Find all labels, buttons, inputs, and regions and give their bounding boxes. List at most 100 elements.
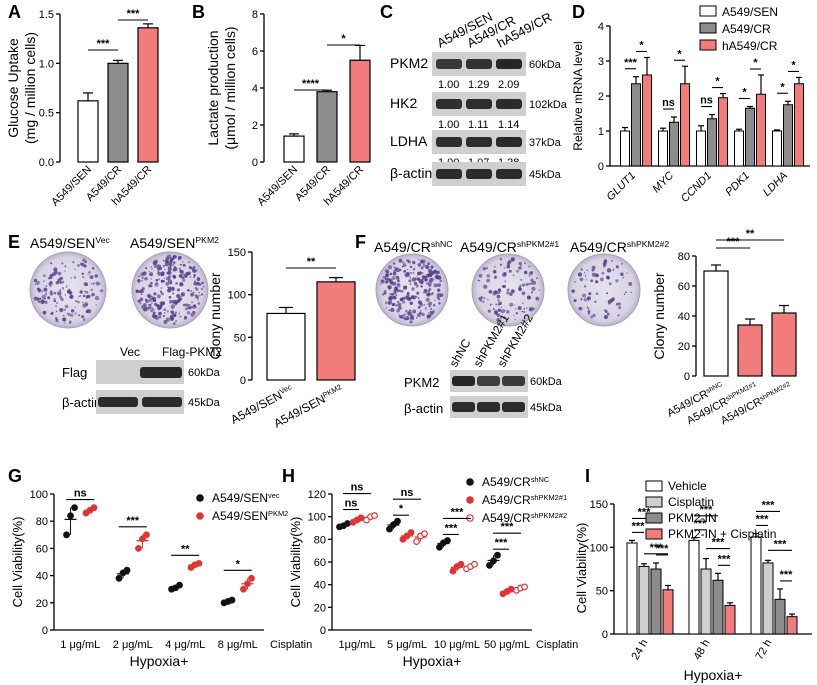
colony-dot <box>148 298 153 303</box>
colony-dot <box>528 307 533 312</box>
colony-dot <box>85 310 89 314</box>
significance-label: ns <box>662 97 675 109</box>
significance-label: *** <box>700 504 714 516</box>
colony-dot <box>162 264 165 268</box>
significance-label: ns <box>345 498 358 510</box>
colony-dot <box>165 281 170 286</box>
colony-dot <box>161 301 166 306</box>
blot-E-kda: 45kDa <box>188 397 221 409</box>
colony-dot <box>145 299 149 304</box>
colony-dot <box>55 305 57 307</box>
panel-E: A549/SENVec A549/SENPKM2 Vec Flag-PKM2 Flag 6… <box>29 235 222 414</box>
colony-dot <box>431 271 435 275</box>
chart-H-point <box>394 517 401 525</box>
colony-dot <box>84 260 88 264</box>
significance-label: ** <box>181 543 190 555</box>
chart-H-point <box>457 560 465 568</box>
colony-dot <box>409 283 412 285</box>
chart-I-x-tick-label: 48 h <box>691 638 712 663</box>
panel-letter-H: H <box>282 466 295 486</box>
colony-dot <box>391 303 395 307</box>
colony-dot <box>202 285 205 288</box>
chart-G-legend-label: A549/SENvec <box>212 491 280 506</box>
colony-dot <box>525 283 529 286</box>
colony-dot <box>437 276 442 280</box>
colony-dot <box>499 258 503 261</box>
colony-dot <box>398 314 401 317</box>
chart-D-legend-label: A549/CR <box>722 22 771 36</box>
colony-dot <box>426 278 429 281</box>
colony-dot <box>199 294 201 296</box>
chart-G-x-tick-label: 8 μg/mL <box>218 639 258 651</box>
colony-dot <box>44 300 48 304</box>
colony-dot <box>409 276 412 279</box>
y-axis-label: (μmol / million cells) <box>222 26 238 149</box>
colony-dot <box>514 318 516 321</box>
colony-dot <box>413 281 418 286</box>
colony-dot <box>189 276 192 278</box>
colony-dot <box>179 282 184 287</box>
colony-dot <box>426 292 431 297</box>
chart-I-y-tick-label: 50 <box>596 586 608 598</box>
colony-dot <box>173 266 178 272</box>
colony-dot <box>494 313 496 316</box>
colony-dot <box>407 311 410 313</box>
colony-dot <box>601 271 605 275</box>
colony-dot <box>171 286 175 291</box>
colony-dot <box>531 286 536 291</box>
colony-dot <box>571 289 575 293</box>
chart-E-y-tick-label: 50 <box>234 332 246 344</box>
colony-dot <box>404 273 407 276</box>
panel-letter-D: D <box>572 2 585 22</box>
colony-dot <box>526 307 528 309</box>
panel-letter-C: C <box>380 2 393 22</box>
colony-dot <box>521 302 524 305</box>
colony-dot <box>169 316 175 321</box>
colony-dot <box>148 303 150 306</box>
colony-dot <box>81 315 85 319</box>
colony-dot <box>615 265 619 269</box>
colony-dot <box>166 310 169 313</box>
colony-dot <box>603 314 608 320</box>
blot-C-quant-value: 1.00 <box>438 79 459 91</box>
blot-F-row-label: PKM2 <box>404 375 439 390</box>
colony-dot <box>587 310 591 314</box>
panel-letter-A: A <box>8 2 21 22</box>
colony-dot <box>167 270 171 274</box>
colony-dot <box>172 274 176 279</box>
colony-dot <box>528 265 531 268</box>
chart-H-point <box>486 562 493 569</box>
colony-dot <box>417 300 422 305</box>
chart-E-y-tick-label: 100 <box>228 290 246 302</box>
colony-dot <box>82 301 84 304</box>
significance-label: *** <box>495 537 509 549</box>
colony-dot <box>69 294 74 299</box>
chart-G-x-tick-label: 2 μg/mL <box>113 639 153 651</box>
colony-dot <box>498 301 502 306</box>
colony-dot <box>408 309 412 312</box>
colony-dot <box>405 275 407 277</box>
colony-dot <box>538 289 540 291</box>
colony-dot <box>419 311 422 315</box>
blot-C-kda: 45kDa <box>529 169 562 181</box>
chart-I-x-tick-label: 24 h <box>629 638 650 663</box>
colony-dot <box>615 302 619 306</box>
colony-dot <box>501 272 507 278</box>
chart-G-point <box>228 596 236 604</box>
colony-dot <box>172 263 175 267</box>
chart-G-point <box>176 581 183 589</box>
colony-dot <box>92 282 95 285</box>
colony-dot <box>523 311 526 313</box>
chart-H-x-tick-label: 1μg/mL <box>339 639 376 651</box>
colony-dot <box>387 301 391 305</box>
colony-dot <box>43 287 48 292</box>
blot-band <box>496 169 522 179</box>
blot-E-kda: 60kDa <box>188 367 221 379</box>
blot-C-quant-value: 2.09 <box>498 79 519 91</box>
colony-dot <box>434 275 438 279</box>
chart-I-bar <box>626 542 638 635</box>
colony-dot <box>158 306 162 310</box>
colony-dot <box>518 261 522 266</box>
chart-D-x-tick-label: CCND1 <box>679 170 714 205</box>
chart-B-y-tick-label: 6 <box>252 46 258 58</box>
